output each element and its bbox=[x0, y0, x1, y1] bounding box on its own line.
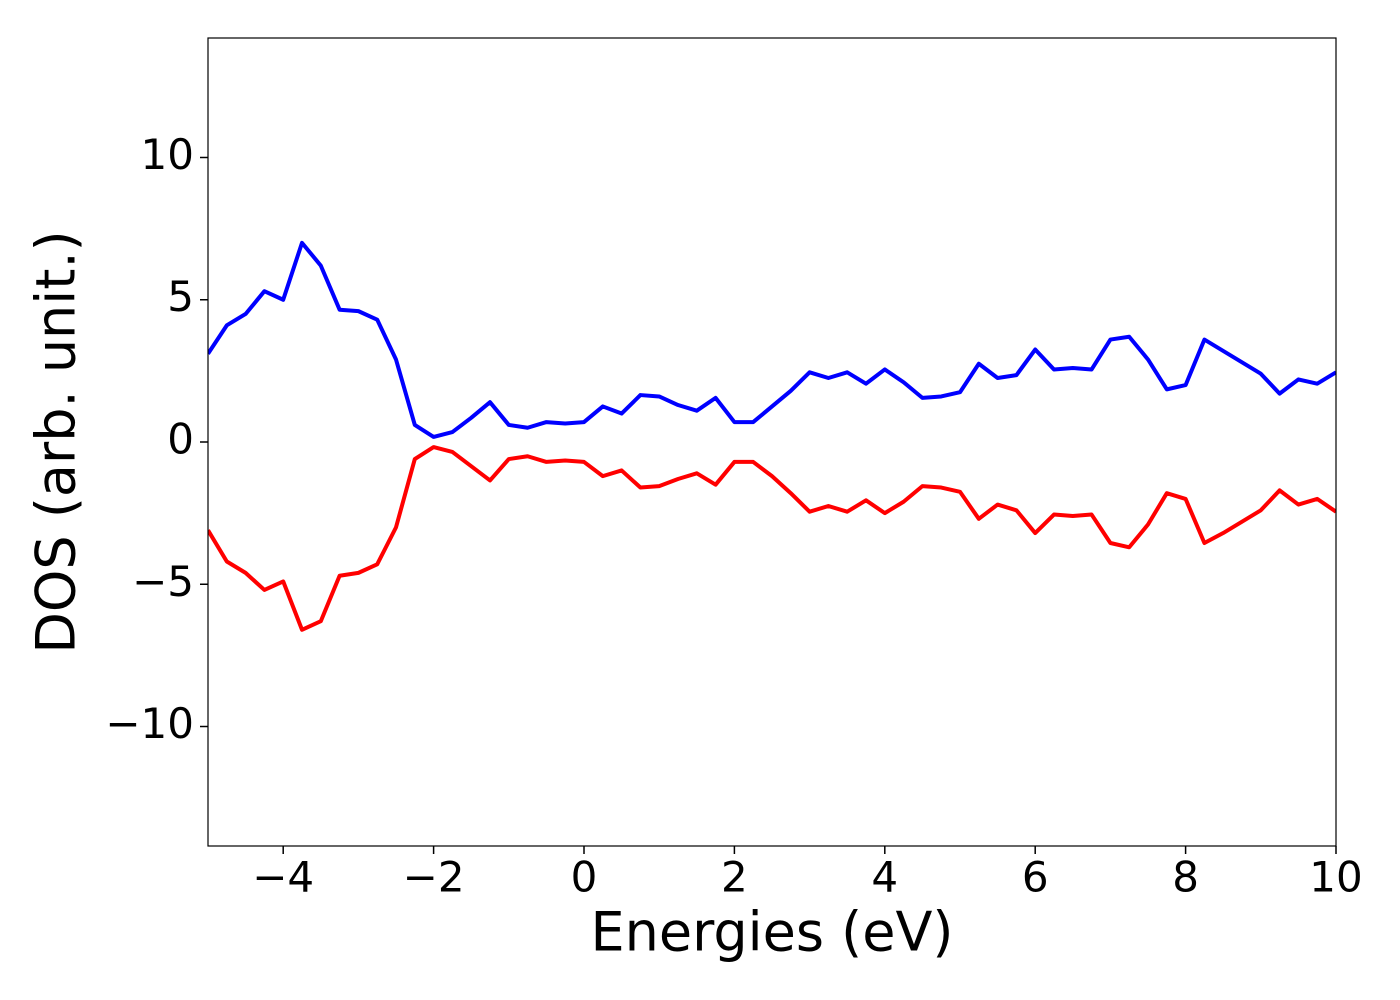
data-line bbox=[208, 445, 1336, 632]
y-tick-label: 5 bbox=[167, 272, 194, 321]
y-axis-label: DOS (arb. unit.) bbox=[25, 230, 88, 653]
x-tick-label: −2 bbox=[403, 853, 465, 902]
x-tick-label: 2 bbox=[721, 853, 748, 902]
x-tick-label: 4 bbox=[871, 853, 898, 902]
y-tick-label: −5 bbox=[132, 557, 194, 606]
x-tick-label: 10 bbox=[1309, 853, 1362, 902]
plot-frame bbox=[207, 37, 1337, 847]
y-tick-label: 0 bbox=[167, 415, 194, 464]
data-line bbox=[208, 240, 1336, 439]
x-tick-label: 6 bbox=[1022, 853, 1049, 902]
x-tick-label: 0 bbox=[571, 853, 598, 902]
y-tick-label: −10 bbox=[105, 699, 194, 748]
x-tick-label: −4 bbox=[252, 853, 314, 902]
x-tick-label: 8 bbox=[1172, 853, 1199, 902]
y-tick-label: 10 bbox=[141, 130, 194, 179]
x-axis-label: Energies (eV) bbox=[591, 901, 954, 964]
